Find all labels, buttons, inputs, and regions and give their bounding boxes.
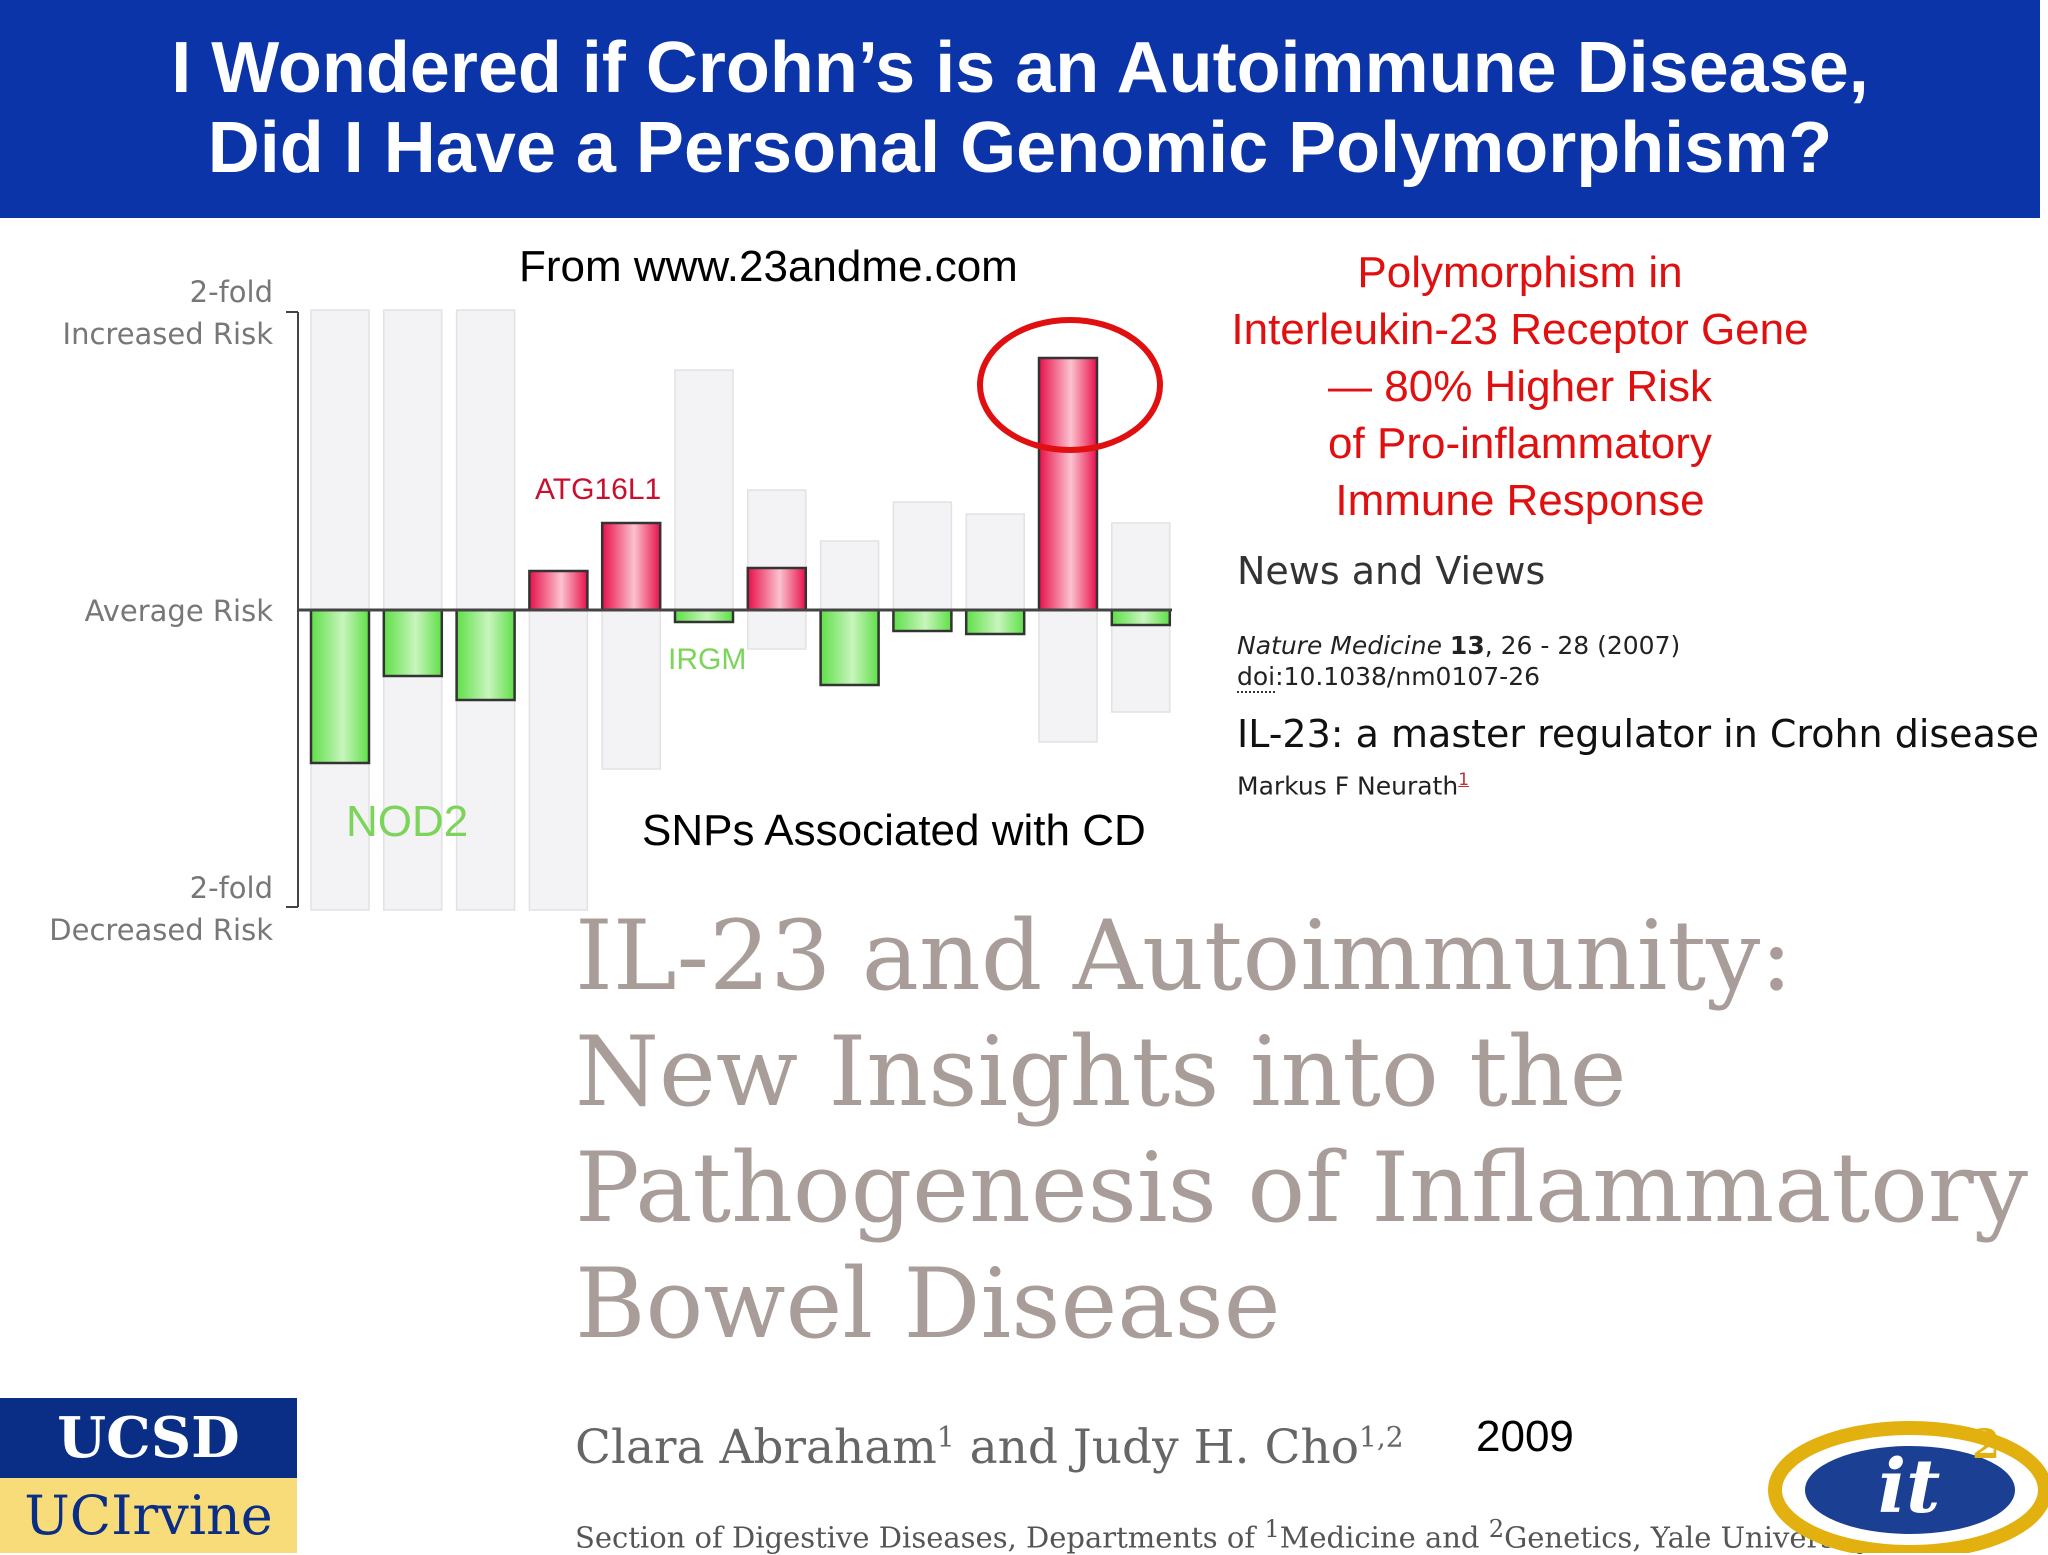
- snp-bar-1: [309, 608, 371, 765]
- article-section: News and Views: [1237, 549, 1546, 593]
- article-author-line: Markus F Neurath1: [1237, 770, 1469, 800]
- snp-bar-6: [673, 608, 735, 624]
- annotation-nod2: NOD2: [346, 797, 468, 846]
- snp-range-6: [674, 369, 734, 623]
- review-author-1: Clara Abraham: [575, 1420, 937, 1475]
- review-affil-a: Section of Digestive Diseases, Departmen…: [575, 1520, 1265, 1555]
- review-affil-b: Medicine and: [1279, 1520, 1489, 1555]
- article-title: IL-23: a master regulator in Crohn disea…: [1237, 712, 2040, 756]
- axis-label-bottom-2: Decreased Risk: [49, 913, 273, 947]
- slide-title-line-2: Did I Have a Personal Genomic Polymorphi…: [207, 108, 1833, 188]
- axis-label-top-2: Increased Risk: [62, 317, 273, 351]
- polymorphism-note: Polymorphism in Interleukin-23 Receptor …: [1170, 244, 1870, 529]
- chart-caption: SNPs Associated with CD: [642, 806, 1146, 855]
- axis-label-bottom-1: 2-fold: [189, 871, 273, 905]
- it2-logo-text: it: [1878, 1444, 1940, 1530]
- source-label: From www.23andme.com: [519, 242, 1018, 291]
- review-title-line-3: Pathogenesis of Inflammatory: [575, 1132, 2029, 1244]
- polymorphism-line-4: of Pro-inflammatory: [1328, 419, 1712, 468]
- annotation-atg16l1: ATG16L1: [535, 473, 661, 506]
- snp-bar-5: [600, 521, 662, 612]
- snp-bar-10: [964, 608, 1026, 636]
- review-title-line-4: Bowel Disease: [575, 1248, 1281, 1360]
- article-volume: 13: [1449, 631, 1485, 660]
- snp-bar-3: [455, 608, 516, 702]
- article-journal: Nature Medicine: [1237, 631, 1442, 660]
- snp-bar-4: [528, 569, 589, 612]
- review-title-line-1: IL-23 and Autoimmunity:: [575, 900, 1793, 1012]
- polymorphism-line-5: Immune Response: [1335, 476, 1705, 525]
- review-affiliation: Section of Digestive Diseases, Departmen…: [575, 1515, 1878, 1555]
- snp-bar-8: [819, 608, 880, 687]
- annotation-irgm: IRGM: [668, 643, 746, 676]
- uci-logo: UCIrvine: [0, 1478, 297, 1553]
- review-affil-sup-1: 1: [1264, 1515, 1280, 1543]
- ucsd-logo: UCSD: [0, 1398, 297, 1478]
- polymorphism-line-3: — 80% Higher Risk: [1328, 362, 1712, 411]
- slide-header: I Wondered if Crohn’s is an Autoimmune D…: [0, 0, 2040, 218]
- axis-label-middle: Average Risk: [84, 594, 273, 628]
- article-author: Markus F Neurath: [1237, 771, 1459, 801]
- article-citation: Nature Medicine 13, 26 - 28 (2007) doi:1…: [1237, 630, 1681, 693]
- it2-logo: it 2: [1768, 1421, 2048, 1553]
- review-title-line-2: New Insights into the: [575, 1016, 1627, 1128]
- review-author-2-sup: 1,2: [1359, 1420, 1404, 1454]
- polymorphism-line-1: Polymorphism in: [1357, 248, 1683, 297]
- article-doi-value: :10.1038/nm0107-26: [1275, 662, 1541, 691]
- highlight-circle: [977, 317, 1163, 453]
- snp-bar-12: [1110, 608, 1172, 627]
- it2-logo-disc: [1805, 1446, 2015, 1534]
- it2-logo-sup: 2: [1972, 1421, 2000, 1468]
- snp-bar-11: [1037, 356, 1099, 612]
- review-year: 2009: [1476, 1412, 1574, 1461]
- review-author-2: Judy H. Cho: [1072, 1420, 1360, 1475]
- snp-bar-2: [382, 608, 444, 678]
- article-pages-year: , 26 - 28 (2007): [1484, 631, 1681, 660]
- snp-range-4: [528, 609, 589, 911]
- review-authors-and: and: [954, 1420, 1073, 1475]
- slide-title-line-1: I Wondered if Crohn’s is an Autoimmune D…: [171, 28, 1869, 108]
- article-author-affiliation-link[interactable]: 1: [1458, 770, 1470, 790]
- axis-label-top-1: 2-fold: [189, 275, 273, 309]
- article-doi-label[interactable]: doi: [1237, 662, 1276, 693]
- review-affil-sup-2: 2: [1488, 1515, 1505, 1543]
- snp-bar-9: [892, 608, 953, 633]
- review-authors: Clara Abraham1 and Judy H. Cho1,2: [575, 1420, 1404, 1475]
- review-author-1-sup: 1: [936, 1420, 955, 1454]
- polymorphism-line-2: Interleukin-23 Receptor Gene: [1231, 305, 1809, 354]
- snp-bar-7: [746, 566, 808, 612]
